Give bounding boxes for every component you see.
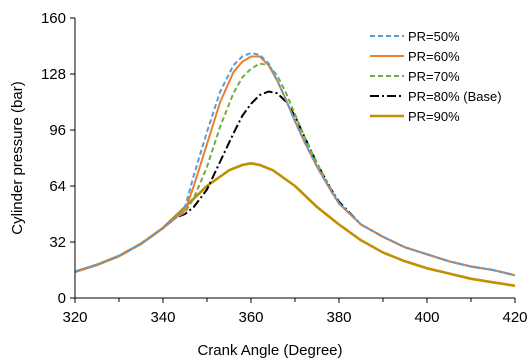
x-axis-title: Crank Angle (Degree)	[197, 342, 342, 359]
legend-label: PR=80% (Base)	[408, 89, 502, 104]
legend: PR=50% PR=60% PR=70% PR=80% (Base) PR=90%	[370, 29, 502, 124]
series-line-pr-90	[74, 162, 516, 288]
tick-labels: 0 32 64 96 128 160 320 340 360 380 400 420	[41, 10, 528, 326]
legend-label: PR=60%	[408, 49, 460, 64]
x-tick-label: 320	[62, 309, 87, 326]
x-tick-label: 380	[326, 309, 351, 326]
y-tick-label: 160	[41, 10, 66, 27]
y-axis-title: Cylinder pressure (bar)	[9, 81, 26, 234]
y-tick-label: 64	[49, 178, 66, 195]
series-line-pr-50	[74, 52, 516, 277]
x-tick-label: 420	[502, 309, 527, 326]
y-tick-label: 128	[41, 66, 66, 83]
legend-label: PR=90%	[408, 109, 460, 124]
y-tick-label: 96	[49, 122, 66, 139]
x-tick-label: 400	[414, 309, 439, 326]
series-layer	[74, 52, 516, 288]
y-tick-label: 32	[49, 234, 66, 251]
axes-layer	[70, 17, 516, 303]
legend-label: PR=70%	[408, 69, 460, 84]
legend-label: PR=50%	[408, 29, 460, 44]
y-tick-label: 0	[58, 290, 66, 307]
x-tick-label: 340	[150, 309, 175, 326]
x-tick-label: 360	[238, 309, 263, 326]
